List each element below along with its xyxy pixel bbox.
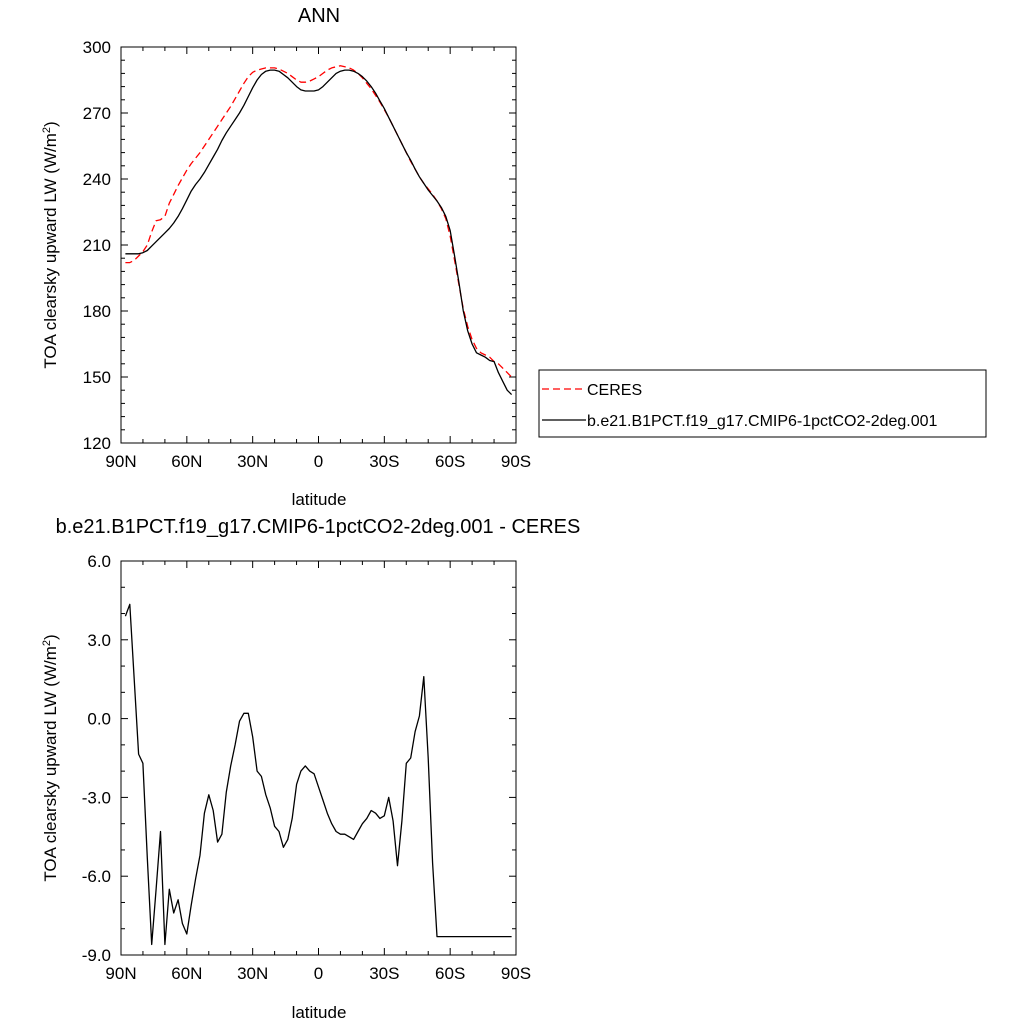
y-axis-label: TOA clearsky upward LW (W/m2)	[41, 634, 60, 881]
series-line-b-e21-b1pct-f19-g17-cmip6-1pctco2-2deg-001	[125, 69, 513, 396]
x-tick-label: 90S	[501, 452, 531, 471]
x-tick-label: 0	[314, 452, 323, 471]
y-tick-label: 3.0	[87, 631, 111, 650]
x-axis-label: latitude	[292, 490, 347, 509]
plot-frame	[120, 46, 517, 444]
x-tick-label: 30N	[237, 964, 268, 983]
y-tick-label: 180	[83, 302, 111, 321]
legend: CERES b.e21.B1PCT.f19_g17.CMIP6-1pctCO2-…	[538, 369, 987, 438]
x-tick-label: 90N	[105, 964, 136, 983]
chart-title: ANN	[298, 5, 340, 27]
y-tick-label: 210	[83, 236, 111, 255]
y-tick-label: 120	[83, 434, 111, 453]
chart-title: b.e21.B1PCT.f19_g17.CMIP6-1pctCO2-2deg.0…	[56, 516, 581, 538]
y-tick-label: -3.0	[82, 788, 111, 807]
y-tick-label: 6.0	[87, 552, 111, 571]
panel-bottom: b.e21.B1PCT.f19_g17.CMIP6-1pctCO2-2deg.0…	[41, 516, 580, 1022]
x-tick-label: 30S	[369, 452, 399, 471]
x-tick-label: 0	[314, 964, 323, 983]
series-group	[124, 603, 512, 946]
x-tick-label: 60S	[435, 964, 465, 983]
y-tick-label: 150	[83, 368, 111, 387]
series-line-ceres	[125, 65, 513, 378]
y-tick-label: -6.0	[82, 867, 111, 886]
x-tick-label: 60N	[171, 452, 202, 471]
series-line-0	[124, 603, 512, 946]
y-tick-label: -9.0	[82, 946, 111, 965]
y-axis-label: TOA clearsky upward LW (W/m2)	[41, 121, 60, 368]
y-tick-label: 240	[83, 170, 111, 189]
axis-ticks: 90N 60N 30N 0 30S 60S 90S 120 150 180 210 240 270 300	[83, 38, 532, 471]
legend-box	[538, 369, 987, 438]
axis-ticks: 90N 60N 30N 0 30S 60S 90S -9.0 -6.0 -3.0 0.0 3.0 6.0	[82, 552, 531, 983]
y-tick-label: 270	[83, 104, 111, 123]
y-tick-label: 0.0	[87, 710, 111, 729]
panel-top: ANN 90N 60N 30N 0 30S 60S 90S 120 150 180 210 240 27…	[41, 5, 987, 509]
legend-label-model: b.e21.B1PCT.f19_g17.CMIP6-1pctCO2-2deg.0…	[587, 413, 938, 430]
y-tick-label: 300	[83, 38, 111, 57]
x-tick-label: 60S	[435, 452, 465, 471]
series-group	[125, 65, 513, 396]
x-tick-label: 90N	[105, 452, 136, 471]
x-tick-label: 30N	[237, 452, 268, 471]
plot-frame	[120, 560, 517, 956]
x-axis-label: latitude	[292, 1003, 347, 1022]
x-tick-label: 30S	[369, 964, 399, 983]
legend-label-ceres: CERES	[587, 382, 642, 399]
x-tick-label: 90S	[501, 964, 531, 983]
x-tick-label: 60N	[171, 964, 202, 983]
